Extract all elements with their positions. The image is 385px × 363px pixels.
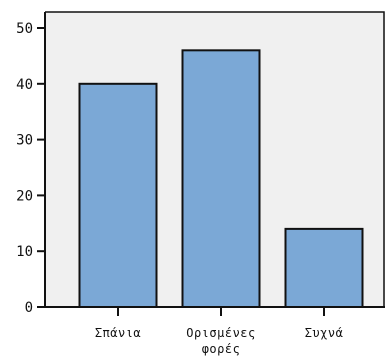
bar-1 (181, 49, 261, 308)
y-tick-label-3: 30 (16, 133, 33, 149)
x-tick-label-0: Σπάνια (95, 326, 141, 340)
bars (78, 49, 364, 309)
y-tick-label-4: 40 (16, 77, 33, 93)
plot-frame (45, 11, 385, 307)
y-tick-label-2: 20 (16, 188, 33, 204)
y-tick-label-1: 10 (16, 244, 33, 260)
x-tick-label-2: Συχνά (305, 326, 344, 340)
axes (37, 11, 385, 316)
y-tick-label-5: 50 (16, 21, 33, 37)
y-tick-label-0: 0 (25, 300, 33, 316)
x-tick-label-1: Ορισμένες φορές (186, 326, 256, 356)
bar-2 (284, 227, 364, 309)
bar-0 (78, 82, 158, 308)
labels: 0 10 20 30 40 50 Σπάνια Ορισμένες φορές Συχνά (16, 21, 343, 356)
